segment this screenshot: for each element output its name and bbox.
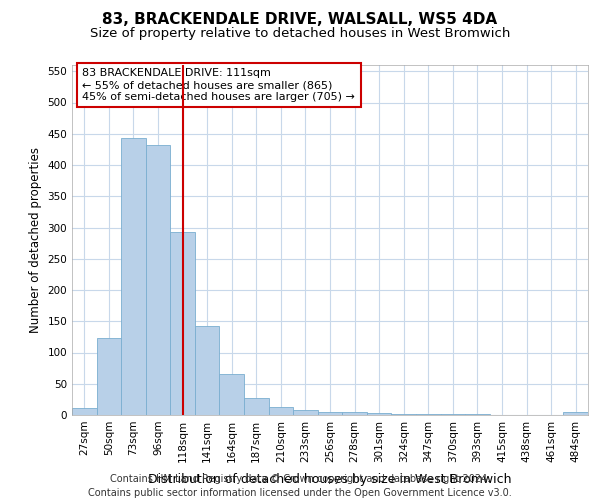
- Bar: [244, 398, 269, 415]
- Text: 83, BRACKENDALE DRIVE, WALSALL, WS5 4DA: 83, BRACKENDALE DRIVE, WALSALL, WS5 4DA: [103, 12, 497, 28]
- Y-axis label: Number of detached properties: Number of detached properties: [29, 147, 42, 333]
- Bar: [563, 412, 588, 415]
- Bar: [97, 338, 121, 415]
- Text: Contains HM Land Registry data © Crown copyright and database right 2024.
Contai: Contains HM Land Registry data © Crown c…: [88, 474, 512, 498]
- Bar: [170, 232, 195, 415]
- Bar: [465, 414, 490, 415]
- X-axis label: Distribution of detached houses by size in West Bromwich: Distribution of detached houses by size …: [148, 473, 512, 486]
- Bar: [269, 407, 293, 415]
- Bar: [220, 374, 244, 415]
- Text: Size of property relative to detached houses in West Bromwich: Size of property relative to detached ho…: [90, 28, 510, 40]
- Bar: [342, 412, 367, 415]
- Bar: [72, 408, 97, 415]
- Bar: [293, 410, 318, 415]
- Bar: [195, 326, 220, 415]
- Bar: [416, 414, 440, 415]
- Bar: [440, 414, 465, 415]
- Bar: [391, 414, 416, 415]
- Text: 83 BRACKENDALE DRIVE: 111sqm
← 55% of detached houses are smaller (865)
45% of s: 83 BRACKENDALE DRIVE: 111sqm ← 55% of de…: [82, 68, 355, 102]
- Bar: [367, 412, 391, 415]
- Bar: [121, 138, 146, 415]
- Bar: [146, 145, 170, 415]
- Bar: [318, 412, 342, 415]
